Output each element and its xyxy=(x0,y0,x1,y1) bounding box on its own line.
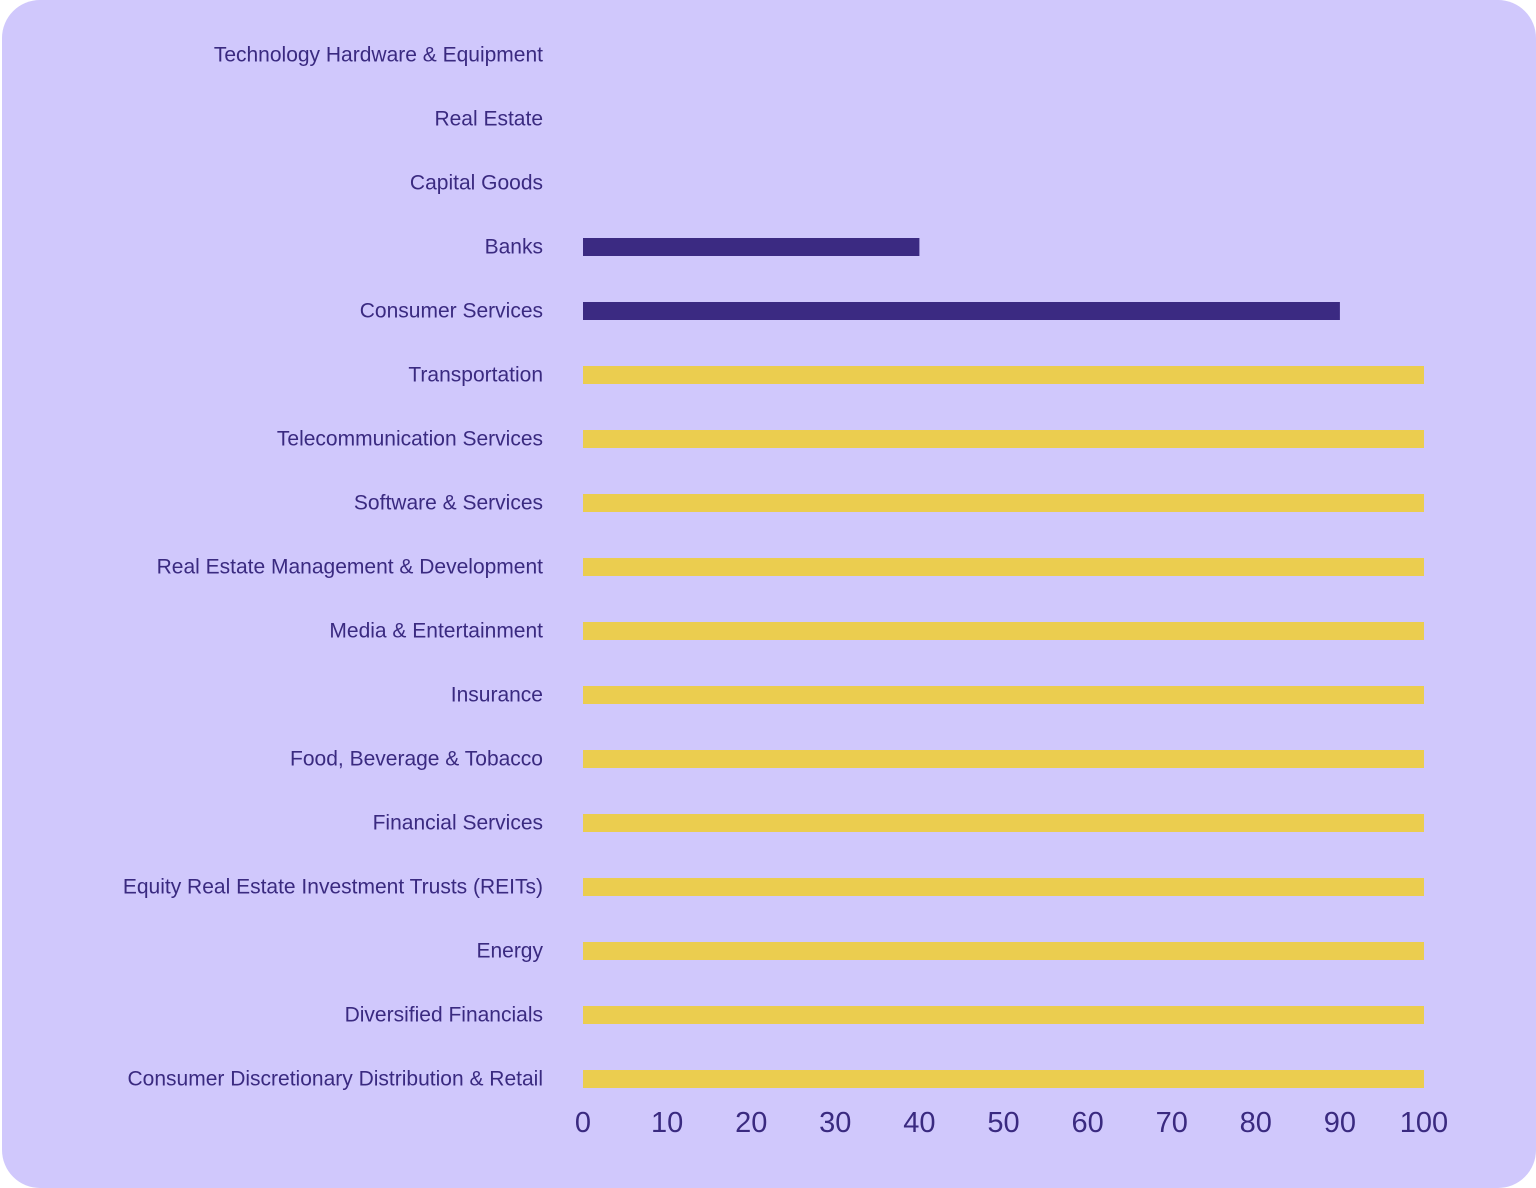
bar xyxy=(583,558,1424,576)
category-label: Telecommunication Services xyxy=(277,428,543,451)
x-axis-ticks: 0 10 20 30 40 50 60 70 80 90 100 xyxy=(575,1107,1448,1139)
category-label: Technology Hardware & Equipment xyxy=(214,44,543,67)
bar xyxy=(583,366,1424,384)
bar xyxy=(583,622,1424,640)
bars xyxy=(583,238,1424,1088)
category-label: Real Estate Management & Development xyxy=(157,556,544,579)
x-tick-label: 100 xyxy=(1400,1107,1448,1139)
category-label: Consumer Services xyxy=(360,300,543,323)
bar xyxy=(583,302,1340,320)
category-label: Diversified Financials xyxy=(345,1004,543,1027)
x-tick-label: 70 xyxy=(1156,1107,1188,1139)
category-label: Consumer Discretionary Distribution & Re… xyxy=(128,1068,543,1091)
category-label: Software & Services xyxy=(354,492,543,515)
bar xyxy=(583,1006,1424,1024)
category-label: Equity Real Estate Investment Trusts (RE… xyxy=(123,876,543,899)
category-label: Real Estate xyxy=(434,108,543,131)
category-label: Banks xyxy=(485,236,543,259)
category-label: Transportation xyxy=(408,364,543,387)
bar xyxy=(583,942,1424,960)
x-tick-label: 60 xyxy=(1071,1107,1103,1139)
x-tick-label: 90 xyxy=(1324,1107,1356,1139)
category-label: Energy xyxy=(476,940,543,963)
x-tick-label: 40 xyxy=(903,1107,935,1139)
category-label: Media & Entertainment xyxy=(329,620,543,643)
bar xyxy=(583,238,920,256)
category-labels: Technology Hardware & Equipment Real Esta… xyxy=(123,44,544,1091)
category-label: Financial Services xyxy=(373,812,543,835)
x-tick-label: 50 xyxy=(987,1107,1019,1139)
bar xyxy=(583,814,1424,832)
x-tick-label: 20 xyxy=(735,1107,767,1139)
x-tick-label: 80 xyxy=(1240,1107,1272,1139)
bar xyxy=(583,1070,1424,1088)
x-tick-label: 30 xyxy=(819,1107,851,1139)
bar xyxy=(583,750,1424,768)
bar xyxy=(583,878,1424,896)
x-tick-label: 10 xyxy=(651,1107,683,1139)
category-label: Capital Goods xyxy=(410,172,543,195)
category-label: Insurance xyxy=(451,684,543,707)
bar xyxy=(583,686,1424,704)
bar xyxy=(583,494,1424,512)
bar xyxy=(583,430,1424,448)
x-tick-label: 0 xyxy=(575,1107,591,1139)
category-label: Food, Beverage & Tobacco xyxy=(290,748,543,771)
